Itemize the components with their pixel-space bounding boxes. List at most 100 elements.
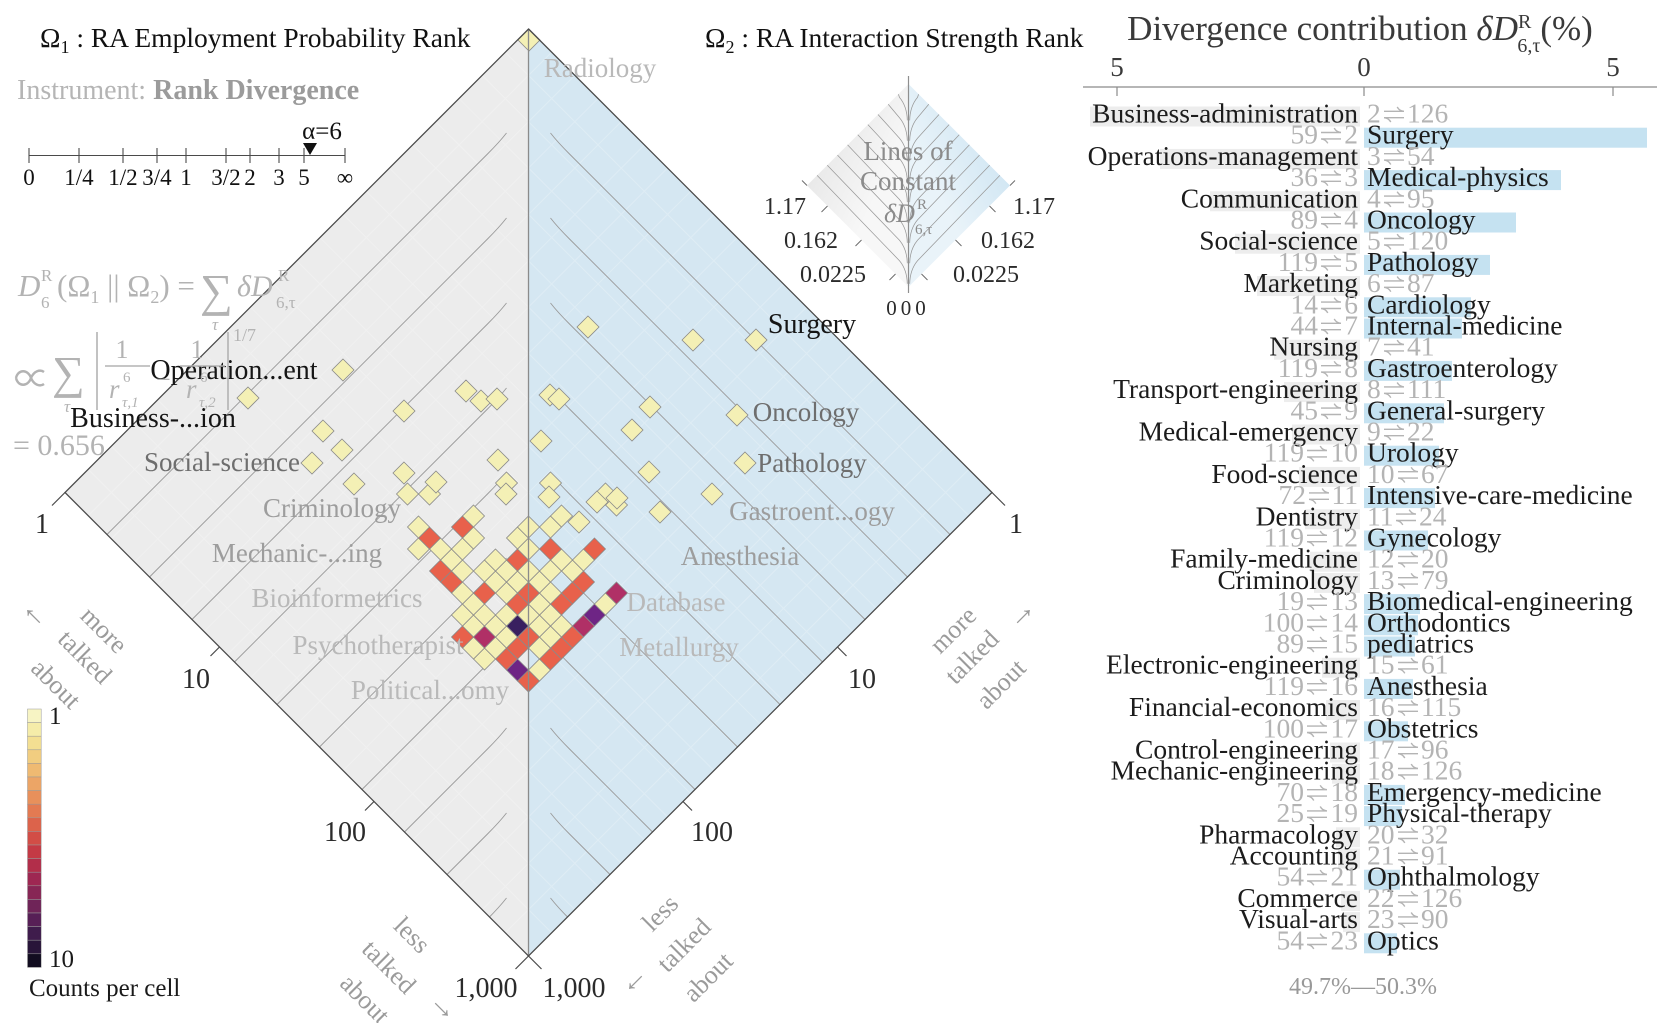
svg-text:Urology: Urology bbox=[1367, 437, 1459, 468]
svg-text:8: 8 bbox=[1367, 373, 1381, 404]
svg-text:25: 25 bbox=[1277, 797, 1305, 828]
svg-text:∞: ∞ bbox=[337, 165, 353, 190]
svg-text:Pharmacology: Pharmacology bbox=[1199, 818, 1358, 849]
svg-text:13: 13 bbox=[1367, 564, 1395, 595]
svg-text:Nursing: Nursing bbox=[1269, 331, 1358, 362]
svg-text:7: 7 bbox=[1344, 310, 1358, 341]
svg-text:89: 89 bbox=[1291, 204, 1319, 235]
svg-text:000: 000 bbox=[886, 296, 930, 320]
svg-text:Gastroent...ogy: Gastroent...ogy bbox=[729, 496, 895, 526]
svg-text:Internal-medicine: Internal-medicine bbox=[1367, 310, 1562, 341]
svg-text:Transport-engineering: Transport-engineering bbox=[1113, 373, 1358, 404]
svg-text:Social-science: Social-science bbox=[144, 447, 300, 477]
svg-text:0.0225: 0.0225 bbox=[800, 262, 866, 288]
svg-text:Communication: Communication bbox=[1181, 182, 1358, 213]
svg-text:Medical-emergency: Medical-emergency bbox=[1139, 416, 1359, 447]
svg-text:2: 2 bbox=[1344, 119, 1358, 150]
svg-text:R: R bbox=[41, 266, 53, 285]
svg-text:R: R bbox=[917, 197, 927, 213]
svg-text:20: 20 bbox=[1421, 543, 1449, 574]
svg-text:10: 10 bbox=[848, 664, 876, 695]
svg-text:δD: δD bbox=[237, 270, 273, 303]
svg-text:Ω2 : RA Interaction Strength: Ω2 : RA Interaction Strength Rank bbox=[705, 22, 1084, 57]
svg-text:23: 23 bbox=[1331, 924, 1359, 955]
svg-text:Anesthesia: Anesthesia bbox=[681, 541, 799, 571]
svg-text:126: 126 bbox=[1407, 98, 1448, 129]
svg-text:1/4: 1/4 bbox=[64, 165, 94, 190]
svg-text:Marketing: Marketing bbox=[1243, 267, 1358, 298]
svg-text:0.0225: 0.0225 bbox=[953, 262, 1019, 288]
svg-text:90: 90 bbox=[1421, 903, 1449, 934]
svg-text:72: 72 bbox=[1279, 479, 1307, 510]
svg-text:100: 100 bbox=[691, 817, 733, 848]
svg-text:119: 119 bbox=[1278, 352, 1318, 383]
svg-text:Commerce: Commerce bbox=[1237, 882, 1358, 913]
svg-text:19: 19 bbox=[1331, 797, 1359, 828]
svg-text:Counts per cell: Counts per cell bbox=[29, 975, 180, 1002]
svg-text:2: 2 bbox=[244, 165, 256, 190]
svg-text:14: 14 bbox=[1291, 288, 1319, 319]
svg-text:Gastroenterology: Gastroenterology bbox=[1367, 352, 1558, 383]
svg-text:1.17: 1.17 bbox=[764, 194, 806, 220]
svg-text:Criminology: Criminology bbox=[263, 493, 402, 523]
svg-text:Biomedical-engineering: Biomedical-engineering bbox=[1367, 585, 1633, 616]
svg-text:19: 19 bbox=[1277, 585, 1305, 616]
svg-text:Food-science: Food-science bbox=[1211, 458, 1358, 489]
svg-text:Criminology: Criminology bbox=[1217, 564, 1358, 595]
svg-text:Visual-arts: Visual-arts bbox=[1239, 903, 1358, 934]
svg-text:3/4: 3/4 bbox=[142, 165, 172, 190]
svg-text:Control-engineering: Control-engineering bbox=[1135, 734, 1358, 765]
svg-text:R: R bbox=[278, 266, 290, 285]
svg-text:4: 4 bbox=[1344, 204, 1358, 235]
svg-text:70: 70 bbox=[1277, 776, 1305, 807]
svg-text:Bioinformetrics: Bioinformetrics bbox=[252, 583, 423, 613]
svg-text:r: r bbox=[186, 374, 197, 404]
svg-text:95: 95 bbox=[1407, 182, 1435, 213]
svg-text:12: 12 bbox=[1367, 543, 1395, 574]
svg-text:1: 1 bbox=[35, 509, 49, 540]
svg-text:9: 9 bbox=[1367, 416, 1381, 447]
svg-text:D: D bbox=[17, 268, 40, 303]
svg-text:Mechanic-...ing: Mechanic-...ing bbox=[212, 538, 382, 568]
svg-text:Lines of: Lines of bbox=[863, 136, 952, 166]
svg-text:1/2: 1/2 bbox=[108, 165, 137, 190]
svg-text:36: 36 bbox=[1291, 161, 1319, 192]
svg-text:1: 1 bbox=[116, 335, 129, 364]
svg-text:pediatrics: pediatrics bbox=[1367, 628, 1474, 659]
svg-text:10: 10 bbox=[182, 664, 210, 695]
svg-text:1: 1 bbox=[180, 165, 192, 190]
svg-text:r: r bbox=[109, 374, 120, 404]
svg-text:Family-medicine: Family-medicine bbox=[1170, 543, 1358, 574]
svg-text:0.162: 0.162 bbox=[784, 228, 838, 254]
svg-text:5: 5 bbox=[1367, 225, 1381, 256]
svg-text:1/7: 1/7 bbox=[233, 325, 256, 345]
svg-text:∑: ∑ bbox=[52, 347, 85, 398]
svg-text:δD: δD bbox=[884, 199, 915, 228]
svg-text:91: 91 bbox=[1421, 840, 1449, 871]
svg-text:8: 8 bbox=[1344, 352, 1358, 383]
svg-text:4: 4 bbox=[1367, 182, 1381, 213]
svg-text:3/2: 3/2 bbox=[211, 165, 240, 190]
svg-text:11: 11 bbox=[1332, 479, 1358, 510]
svg-text:6: 6 bbox=[41, 293, 50, 312]
svg-text:5: 5 bbox=[1606, 52, 1620, 82]
svg-text:1: 1 bbox=[1009, 509, 1023, 540]
svg-text:87: 87 bbox=[1407, 267, 1435, 298]
svg-text:119: 119 bbox=[1278, 246, 1318, 277]
svg-text:79: 79 bbox=[1421, 564, 1449, 595]
svg-text:0.162: 0.162 bbox=[981, 228, 1035, 254]
svg-text:18: 18 bbox=[1331, 776, 1359, 807]
svg-text:18: 18 bbox=[1367, 755, 1395, 786]
svg-text:Intensive-care-medicine: Intensive-care-medicine bbox=[1367, 479, 1633, 510]
svg-text:Ω1 : RA Employment Probabilit: Ω1 : RA Employment Probability Rank bbox=[40, 22, 471, 57]
svg-text:119: 119 bbox=[1264, 437, 1304, 468]
svg-text:20: 20 bbox=[1367, 818, 1395, 849]
svg-text:Surgery: Surgery bbox=[1367, 119, 1454, 150]
svg-text:Physical-therapy: Physical-therapy bbox=[1367, 797, 1552, 828]
svg-text:12: 12 bbox=[1331, 522, 1359, 553]
svg-text:11: 11 bbox=[1367, 500, 1393, 531]
svg-text:13: 13 bbox=[1331, 585, 1359, 616]
svg-text:0: 0 bbox=[1357, 52, 1371, 82]
svg-text:Gynecology: Gynecology bbox=[1367, 522, 1502, 553]
svg-text:Anesthesia: Anesthesia bbox=[1367, 670, 1488, 701]
